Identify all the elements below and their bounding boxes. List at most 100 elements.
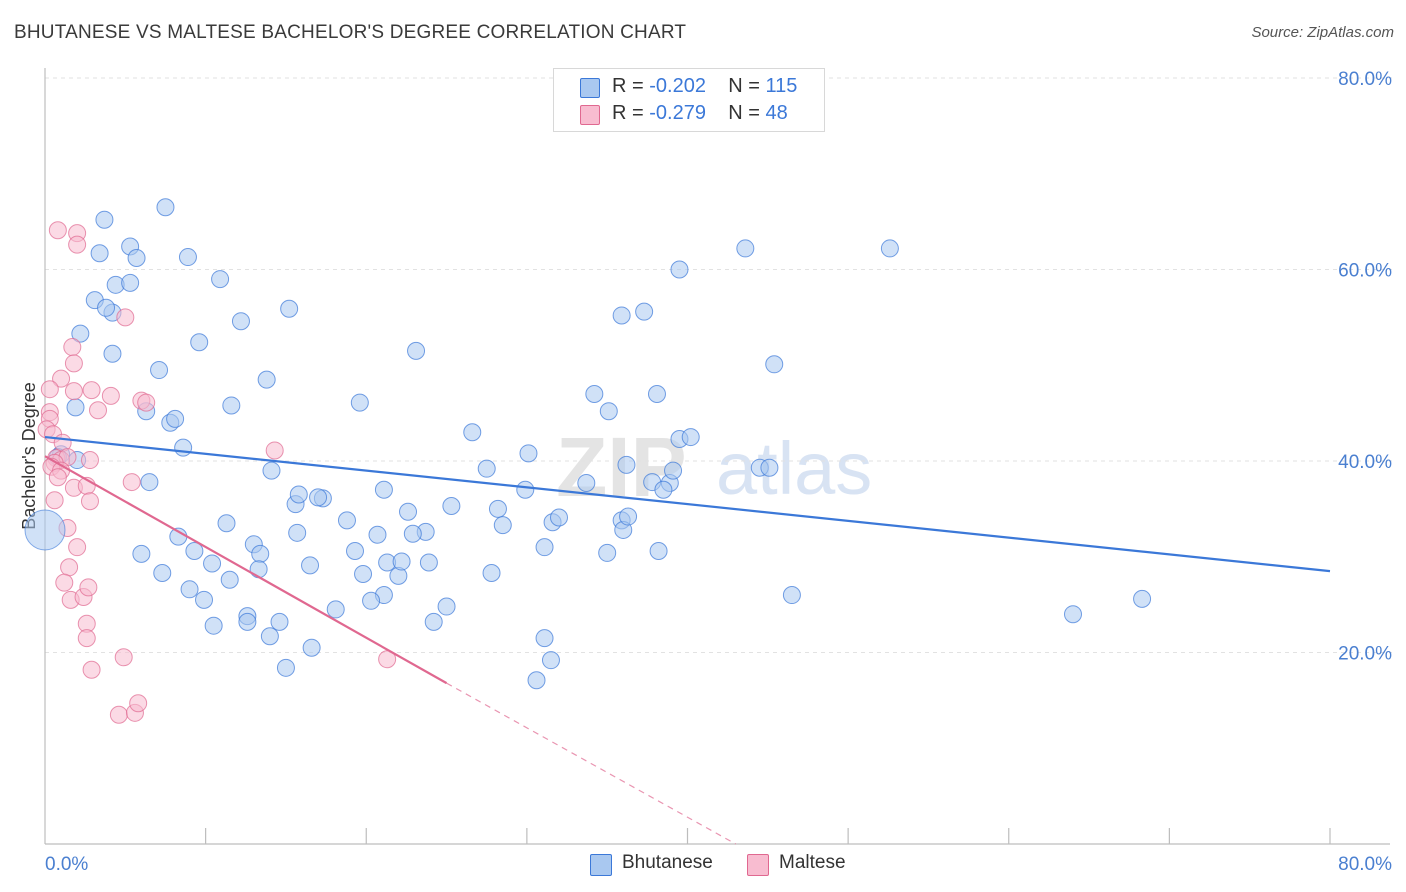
data-point <box>760 458 779 477</box>
data-point <box>519 444 538 463</box>
stats-legend: R = -0.202 N = 115 R = -0.279 N = 48 <box>553 68 825 132</box>
data-point <box>599 402 618 421</box>
data-point <box>122 473 141 492</box>
data-point <box>178 248 197 267</box>
data-point <box>68 235 87 254</box>
y-tick-label: 80.0% <box>1338 69 1392 90</box>
series-bhutanese <box>48 198 1152 690</box>
data-point <box>52 369 71 388</box>
n-value: 115 <box>765 75 798 97</box>
data-point <box>362 591 381 610</box>
data-point <box>97 298 116 317</box>
data-point <box>326 600 345 619</box>
data-point <box>71 324 90 343</box>
data-point <box>140 473 159 492</box>
data-point <box>64 354 83 373</box>
data-point <box>121 273 140 292</box>
data-point <box>79 578 98 597</box>
data-point <box>211 270 230 289</box>
gridlines <box>45 77 1392 653</box>
data-point <box>782 586 801 605</box>
data-point <box>463 423 482 442</box>
trend-line-maltese <box>44 455 448 685</box>
data-point <box>63 338 82 357</box>
data-point <box>302 638 321 657</box>
maltese-swatch <box>580 105 600 125</box>
axes <box>44 68 1390 845</box>
data-point <box>260 627 279 646</box>
data-point <box>190 333 209 352</box>
trend-lines <box>44 435 1331 845</box>
data-point <box>137 393 156 412</box>
data-point <box>77 629 96 648</box>
x-tick-label-min: 0.0% <box>45 854 88 875</box>
data-point <box>407 341 426 360</box>
data-point <box>289 485 308 504</box>
data-point <box>765 355 784 374</box>
data-point <box>127 249 146 268</box>
data-point <box>647 384 666 403</box>
data-point <box>64 382 83 401</box>
data-point <box>109 705 128 724</box>
bhutanese-legend-label: Bhutanese <box>622 852 713 873</box>
data-point <box>288 523 307 542</box>
data-point <box>493 516 512 535</box>
data-point <box>535 538 554 557</box>
data-point <box>68 538 87 557</box>
data-point <box>95 210 114 229</box>
data-point <box>368 525 387 544</box>
watermark: ZIP atlas <box>556 420 872 514</box>
bhutanese-legend-swatch <box>590 854 612 876</box>
data-point <box>217 514 236 533</box>
data-point <box>101 386 120 405</box>
legend-row-text: R = -0.202 N = 115 <box>612 75 797 98</box>
data-point <box>251 544 270 563</box>
data-point <box>48 468 67 487</box>
r-value: -0.202 <box>649 75 706 97</box>
data-point <box>598 543 617 562</box>
data-point <box>265 441 284 460</box>
bhutanese-swatch <box>580 78 600 98</box>
data-point <box>541 651 560 670</box>
data-point <box>80 451 99 470</box>
data-point <box>80 492 99 511</box>
data-point <box>635 302 654 321</box>
data-point <box>166 409 185 428</box>
data-point <box>403 524 422 543</box>
data-point <box>174 438 193 457</box>
data-point <box>55 573 74 592</box>
data-point <box>374 480 393 499</box>
data-point <box>82 660 101 679</box>
data-point <box>550 508 568 527</box>
maltese-legend-swatch <box>747 854 769 876</box>
data-point <box>89 401 108 420</box>
data-point <box>129 694 148 713</box>
y-tick-labels: 20.0% 40.0% 60.0% 80.0% <box>1338 69 1392 665</box>
n-value: 48 <box>765 102 788 124</box>
data-point <box>180 580 199 599</box>
data-point <box>346 542 365 561</box>
data-point <box>392 552 411 571</box>
data-point <box>249 560 268 579</box>
trend-line-extension <box>446 682 736 845</box>
r-label: R = <box>612 75 650 97</box>
data-point <box>90 244 109 263</box>
y-tick-label: 60.0% <box>1338 261 1392 282</box>
data-point <box>48 221 67 240</box>
maltese-legend-label: Maltese <box>779 852 846 873</box>
data-point <box>257 370 276 389</box>
data-point <box>45 491 64 510</box>
data-point <box>354 564 373 583</box>
data-point <box>535 629 554 648</box>
data-point <box>516 480 535 499</box>
data-point <box>482 564 501 583</box>
data-point <box>280 299 299 318</box>
data-point <box>204 616 223 635</box>
data-point <box>1064 605 1082 624</box>
data-point <box>736 239 755 258</box>
data-point <box>60 558 79 577</box>
data-point <box>681 428 700 447</box>
n-label: N = <box>728 75 766 97</box>
data-point <box>309 488 328 507</box>
